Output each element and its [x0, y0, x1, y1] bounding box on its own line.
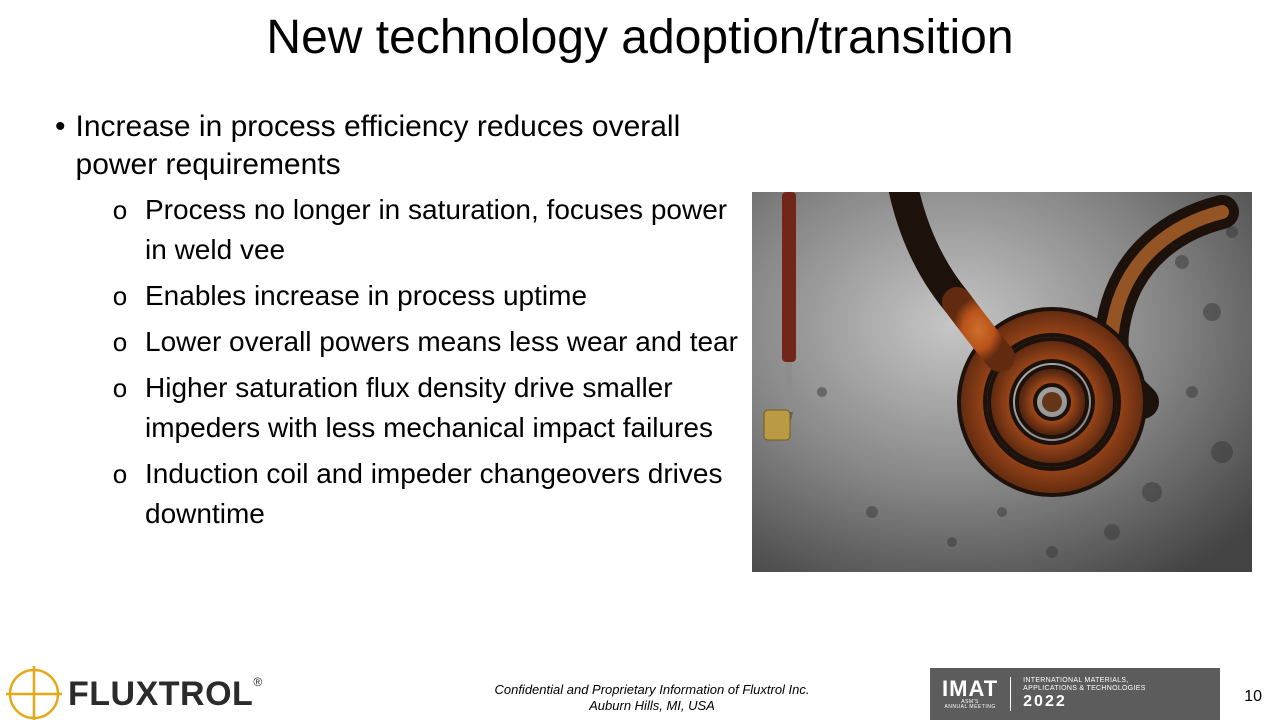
- sub-bullet: o Enables increase in process uptime: [95, 276, 755, 316]
- sub-bullet-text: Lower overall powers means less wear and…: [145, 322, 738, 362]
- confidential-notice: Confidential and Proprietary Information…: [432, 682, 872, 714]
- company-logo: FLUXTROL®: [0, 666, 262, 720]
- slide: New technology adoption/transition • Inc…: [0, 0, 1280, 720]
- sub-bullet-marker: o: [95, 368, 145, 408]
- event-sub2: ANNUAL MEETING: [942, 705, 998, 710]
- company-logo-text: FLUXTROL®: [68, 675, 262, 714]
- coil-photo-svg: [752, 192, 1252, 572]
- bullet-marker: •: [55, 108, 66, 146]
- event-year: 2022: [1023, 693, 1146, 711]
- sub-bullet-text: Higher saturation flux density drive sma…: [145, 368, 755, 448]
- page-number: 10: [1244, 688, 1262, 706]
- bullet-text: Increase in process efficiency reduces o…: [76, 108, 755, 184]
- event-right-block: INTERNATIONAL MATERIALS, APPLICATIONS & …: [1023, 677, 1146, 712]
- figure-photo: [752, 192, 1252, 572]
- sub-bullet: o Lower overall powers means less wear a…: [95, 322, 755, 362]
- sub-bullet-marker: o: [95, 276, 145, 316]
- content-area: • Increase in process efficiency reduces…: [55, 108, 755, 540]
- slide-title: New technology adoption/transition: [0, 0, 1280, 65]
- sub-bullet-marker: o: [95, 454, 145, 494]
- sub-bullet-text: Enables increase in process uptime: [145, 276, 587, 316]
- footer: FLUXTROL® Confidential and Proprietary I…: [0, 668, 1280, 720]
- confidential-line1: Confidential and Proprietary Information…: [432, 682, 872, 698]
- confidential-line2: Auburn Hills, MI, USA: [432, 698, 872, 714]
- event-tag1: INTERNATIONAL MATERIALS,: [1023, 677, 1146, 685]
- sub-bullet-text: Induction coil and impeder changeovers d…: [145, 454, 755, 534]
- sub-bullet-marker: o: [95, 322, 145, 362]
- sub-bullet: o Higher saturation flux density drive s…: [95, 368, 755, 448]
- divider: [1010, 677, 1011, 711]
- sub-bullet: o Process no longer in saturation, focus…: [95, 190, 755, 270]
- event-logo-text: IMAT: [942, 678, 998, 700]
- sub-bullet-marker: o: [95, 190, 145, 230]
- registered-mark: ®: [253, 675, 262, 689]
- sub-bullet-text: Process no longer in saturation, focuses…: [145, 190, 755, 270]
- event-badge: IMAT ASM'S ANNUAL MEETING INTERNATIONAL …: [930, 668, 1220, 720]
- event-tag2: APPLICATIONS & TECHNOLOGIES: [1023, 685, 1146, 693]
- bullet-level1: • Increase in process efficiency reduces…: [55, 108, 755, 184]
- event-logo-block: IMAT ASM'S ANNUAL MEETING: [942, 678, 998, 710]
- sub-bullet-list: o Process no longer in saturation, focus…: [95, 190, 755, 534]
- company-name: FLUXTROL: [68, 675, 253, 713]
- fluxtrol-logo-icon: [6, 666, 62, 720]
- sub-bullet: o Induction coil and impeder changeovers…: [95, 454, 755, 534]
